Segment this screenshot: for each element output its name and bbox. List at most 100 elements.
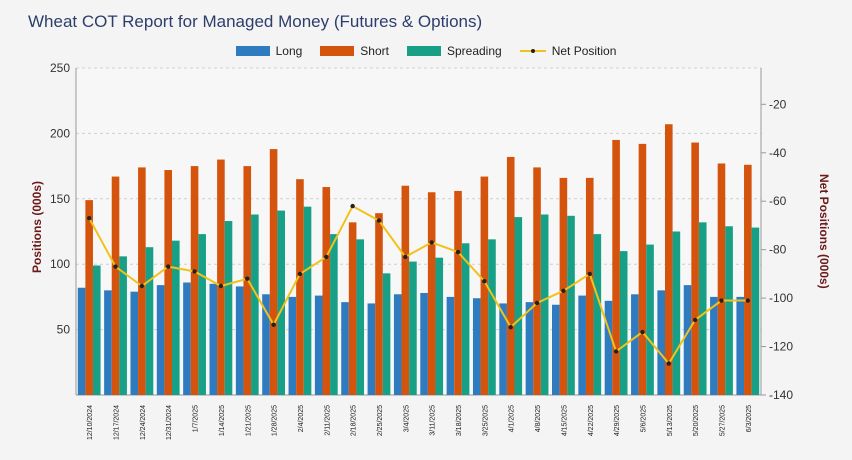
net-position-point — [350, 203, 355, 209]
net-position-point — [297, 271, 303, 277]
bar-spreading — [540, 214, 549, 395]
y-tick-label-right: -140 — [769, 388, 793, 402]
net-position-point — [429, 240, 434, 245]
y-tick-label-left: 150 — [50, 192, 70, 206]
x-tick-label: 1/14/2025 — [219, 405, 226, 436]
net-position-point — [666, 361, 671, 366]
net-position-point — [482, 278, 487, 284]
bar-short — [164, 170, 173, 395]
bar-short — [375, 213, 383, 395]
bar-spreading — [409, 261, 417, 395]
bar-spreading — [92, 265, 101, 395]
bar-spreading — [145, 247, 154, 395]
x-tick-label: 1/7/2025 — [193, 405, 200, 432]
bar-spreading — [119, 256, 127, 395]
x-tick-label: 4/8/2025 — [535, 405, 542, 432]
bar-spreading — [198, 234, 206, 395]
bar-long — [552, 304, 560, 395]
x-tick-label: 3/25/2025 — [482, 405, 489, 436]
x-tick-label: 4/22/2025 — [588, 405, 595, 436]
x-tick-label: 2/4/2025 — [298, 405, 305, 432]
bar-long — [183, 282, 191, 395]
legend-item-net-position[interactable]: Net Position — [519, 42, 617, 60]
bar-short — [506, 156, 515, 395]
bar-long — [393, 294, 402, 395]
legend-item-long[interactable]: Long — [235, 42, 303, 60]
legend-swatch-spreading — [406, 46, 441, 56]
bar-long — [130, 291, 139, 395]
y-tick-label-left: 100 — [50, 257, 70, 271]
net-position-point — [561, 288, 566, 294]
net-position-point — [166, 264, 171, 269]
bar-spreading — [172, 240, 180, 395]
net-position-point — [455, 249, 461, 255]
net-position-point — [113, 264, 118, 269]
bar-spreading — [224, 221, 233, 395]
bar-spreading — [672, 231, 681, 395]
bar-short — [217, 159, 225, 395]
x-tick-label: 3/18/2025 — [456, 405, 463, 436]
bar-spreading — [593, 234, 602, 395]
x-tick-label: 2/25/2025 — [377, 405, 384, 436]
x-tick-label: 12/17/2024 — [114, 405, 121, 440]
bar-spreading — [488, 239, 496, 395]
bar-short — [691, 142, 699, 395]
bar-short — [111, 176, 120, 395]
x-tick-label: 5/20/2025 — [693, 405, 700, 436]
legend-label-long: Long — [275, 44, 303, 58]
bar-short — [585, 177, 594, 395]
bar-long — [710, 296, 718, 395]
net-position-point — [86, 215, 92, 221]
x-tick-label: 6/3/2025 — [746, 405, 753, 432]
legend-item-short[interactable]: Short — [320, 42, 389, 60]
y-tick-label-right: -40 — [769, 146, 787, 160]
chart-legend: Long Short Spreading Net Position — [0, 42, 852, 60]
net-position-point — [376, 218, 382, 223]
y-tick-label-right: -120 — [769, 340, 793, 354]
bar-short — [190, 166, 199, 395]
bar-spreading — [646, 244, 654, 395]
net-position-line — [88, 204, 748, 366]
net-position-point — [245, 276, 250, 281]
x-tick-label: 3/4/2025 — [403, 405, 410, 432]
x-tick-label: 4/15/2025 — [561, 405, 568, 436]
x-tick-label: 5/27/2025 — [719, 405, 726, 436]
bar-long — [736, 296, 745, 395]
bar-long — [104, 290, 112, 395]
bar-short — [348, 222, 357, 395]
x-tick-label: 1/21/2025 — [245, 405, 252, 436]
bar-short — [664, 124, 673, 395]
bar-long — [77, 287, 86, 395]
bar-long — [604, 300, 613, 395]
net-position-point — [640, 329, 645, 335]
x-tick-label: 12/24/2024 — [140, 405, 147, 440]
bar-long — [472, 298, 481, 395]
bar-short — [269, 149, 278, 395]
bar-short — [744, 164, 752, 395]
bar-long — [631, 294, 639, 395]
x-tick-label: 2/11/2025 — [324, 405, 331, 436]
legend-label-net-position: Net Position — [551, 44, 617, 58]
chart-title: Wheat COT Report for Managed Money (Futu… — [28, 12, 483, 31]
net-position-point — [692, 317, 698, 323]
net-position-point — [613, 349, 619, 354]
legend-item-spreading[interactable]: Spreading — [406, 42, 502, 60]
net-position-point — [719, 298, 724, 303]
bar-spreading — [356, 239, 365, 395]
bar-long — [657, 290, 665, 395]
bar-spreading — [382, 273, 391, 395]
bar-spreading — [461, 243, 470, 395]
bar-long — [578, 295, 586, 395]
x-tick-label: 5/13/2025 — [667, 405, 674, 436]
bar-short — [559, 177, 568, 395]
y-tick-label-right: -100 — [769, 291, 793, 305]
bar-long — [341, 302, 349, 395]
y-tick-label-right: -80 — [769, 243, 787, 257]
y-tick-label-right: -20 — [769, 97, 787, 111]
x-tick-label: 4/29/2025 — [614, 405, 621, 436]
bar-spreading — [567, 215, 575, 395]
net-position-point — [139, 283, 145, 289]
y-tick-label-left: 250 — [50, 61, 70, 75]
x-tick-label: 3/11/2025 — [430, 405, 437, 436]
